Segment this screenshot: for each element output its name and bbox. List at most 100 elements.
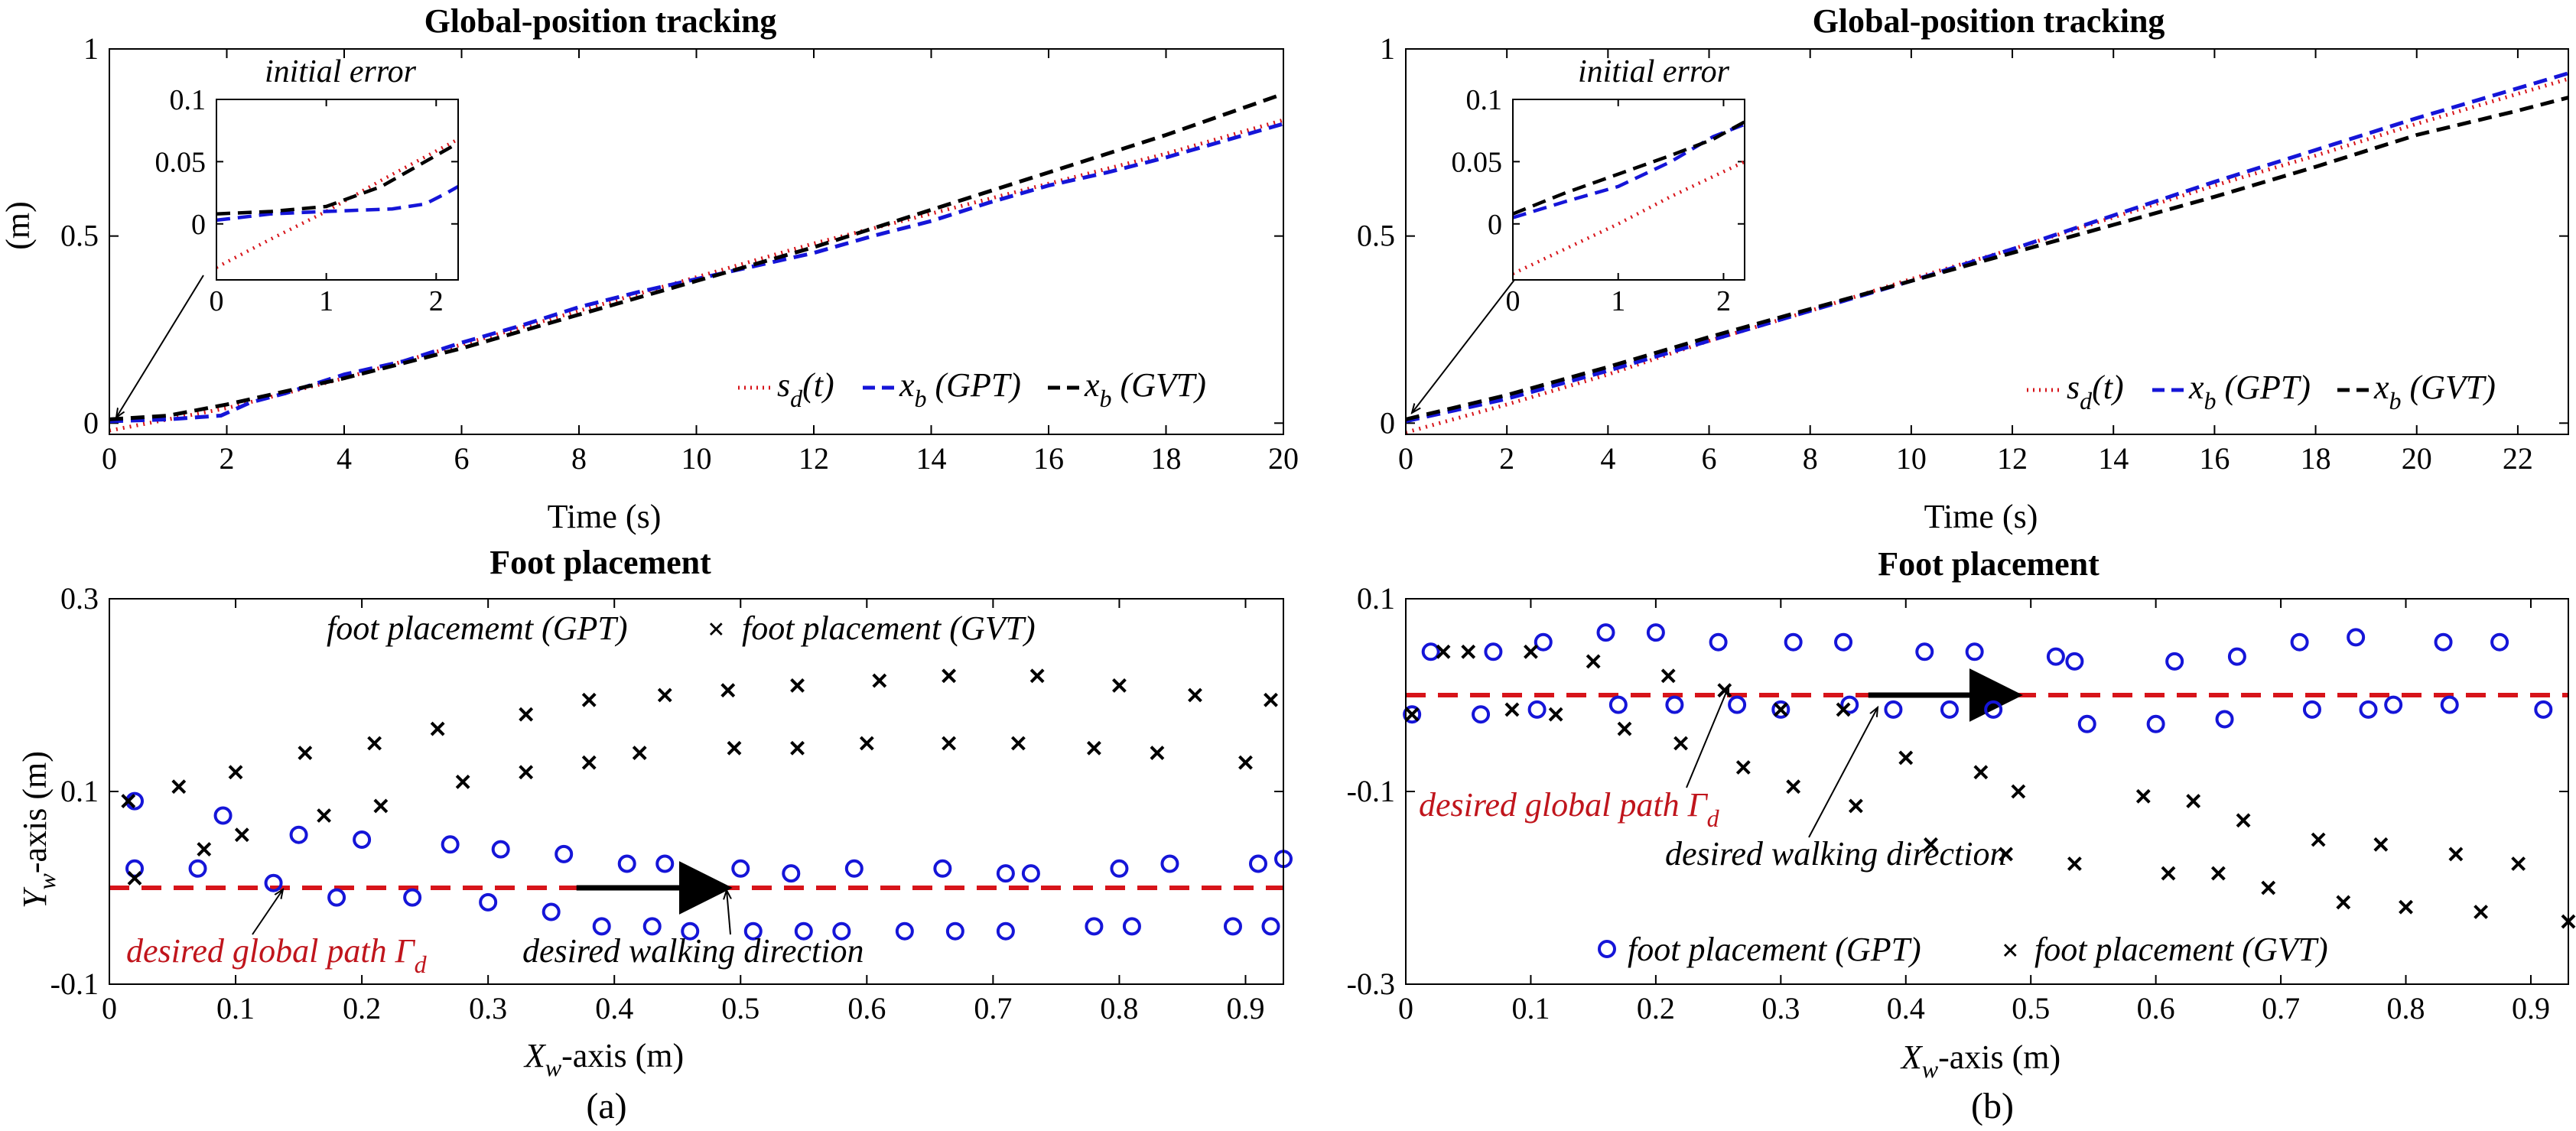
A_bot_plot-gvt-point	[317, 808, 332, 823]
B_inset-plot-area	[1513, 99, 1745, 280]
B_bot_plot-gpt-point	[1646, 623, 1665, 642]
A_bot_plot-xtick-label: 0.6	[847, 991, 886, 1025]
B_bot_plot-ytick-label: -0.1	[1347, 774, 1395, 808]
B_bot_plot-gvt-point	[2011, 784, 2026, 799]
A_bot_plot-gpt-point	[542, 902, 561, 921]
B_top_plot-xtick-label: 4	[1600, 441, 1615, 476]
B_bot_plot-gpt-point	[1709, 632, 1728, 652]
panel-b-top-title: Global-position tracking	[1813, 2, 2165, 40]
B_bot_plot-gpt-point	[1728, 695, 1747, 714]
B_bot_plot-gpt-point	[2077, 714, 2096, 733]
A_inset-series-gvt	[216, 141, 460, 216]
A_bot_plot-gpt-point	[996, 864, 1015, 883]
A_inset-plot-area	[216, 99, 458, 280]
A_top_plot-xtick-label: 6	[454, 441, 470, 476]
A_bot_plot-xtick-label: 0.4	[595, 991, 633, 1025]
A_bot_plot-gpt-point	[1223, 917, 1242, 936]
A_bot_plot-gpt-point	[1160, 854, 1179, 873]
B_top_plot-xtick-label: 12	[1997, 441, 2028, 476]
A_bot_plot-xtick-label: 0.3	[469, 991, 507, 1025]
A_bot_plot-gpt-point	[479, 892, 498, 912]
B_bot_plot-gvt-point	[1548, 707, 1563, 722]
B_bot_plot-gpt-point	[2046, 647, 2065, 666]
B_bot_plot-gpt-point	[1527, 700, 1547, 719]
panel-b-inset-pointer	[1412, 279, 1515, 413]
A_bot_plot-xtick-label: 0	[102, 991, 117, 1025]
B_top_plot-xtick-label: 20	[2402, 441, 2432, 476]
A_bot_plot-gpt-point	[213, 806, 233, 825]
A_bot_plot-xtick-label: 0.9	[1226, 991, 1264, 1025]
B_bot_plot-gpt-point	[2165, 652, 2184, 671]
A_top_plot-ytick-label: 1	[83, 31, 99, 66]
A_bot_plot-gvt-point	[872, 673, 887, 688]
B_bot_plot-xtick-label: 0.4	[1887, 991, 1925, 1025]
A_top_plot-frame	[109, 48, 1284, 435]
A_bot_plot-gvt-point	[519, 765, 534, 780]
A_bot_plot-gpt-point	[1261, 917, 1280, 936]
B_bot_plot-gvt-point	[1524, 644, 1538, 659]
B_inset-ytick-label: 0.1	[1466, 84, 1503, 116]
B_bot_plot-gvt-point	[2399, 899, 2413, 915]
A_bot_plot-gpt-point	[1122, 917, 1141, 936]
A_top_plot-ytick-label: 0	[83, 405, 99, 440]
B_top_plot-xtick-label: 10	[1896, 441, 1927, 476]
A_bot_plot-gvt-point	[727, 740, 742, 756]
B_bot_plot-gpt-point	[2146, 714, 2165, 733]
panel-a-top-title: Global-position tracking	[424, 2, 777, 40]
legend-gpt-label: xb (GPT)	[2188, 369, 2311, 414]
B_bot_plot-gvt-point	[1404, 707, 1420, 722]
B_top_plot-xtick-label: 16	[2199, 441, 2230, 476]
B_bot_plot-gvt-point	[1898, 750, 1914, 765]
A_bot_plot-gpt-point	[1021, 864, 1040, 883]
A_bot_plot-gvt-point	[657, 687, 672, 703]
A_bot_plot-gpt-point	[642, 917, 662, 936]
panel-a-bottom-legend-gpt: foot placememt (GPT)	[327, 609, 627, 647]
A_inset-xtick-label: 1	[319, 285, 333, 317]
B_bot_plot-gvt-point	[1617, 721, 1632, 736]
panel-a-top: Global-position tracking 0 2 4 6 8 10 12 14 16 18…	[0, 2, 1299, 535]
B_bot_plot-gpt-point	[2065, 652, 2084, 671]
B_bot_plot-xtick-label: 0	[1398, 991, 1413, 1025]
A_bot_plot-gvt-point	[430, 721, 445, 736]
B_bot_plot-gpt-point	[1534, 632, 1553, 652]
A_bot_plot-gvt-point	[519, 707, 534, 722]
B_bot_plot-xtick-label: 0.2	[1637, 991, 1675, 1025]
B_bot_plot-xtick-label: 0.8	[2387, 991, 2425, 1025]
B_bot_plot-gpt-point	[2215, 710, 2234, 729]
B_bot_plot-gvt-point	[2067, 856, 2082, 871]
A_bot_plot-gvt-point	[1029, 668, 1045, 684]
B_top_plot-frame	[1405, 48, 2569, 435]
panel-a-direction-pointer	[727, 890, 730, 935]
B_bot_plot-gvt-point	[2474, 905, 2489, 919]
B_bot_plot-frame	[1405, 598, 2569, 985]
A_bot_plot-gvt-point	[581, 755, 597, 770]
A_bot_plot-gpt-point	[743, 921, 763, 941]
A_top_plot-xtick-label: 2	[220, 441, 235, 476]
B_bot_plot-ytick-label: -0.3	[1347, 967, 1395, 1001]
A_bot_plot-ytick-label: 0.1	[60, 774, 99, 808]
B_inset-ytick-label: 0	[1488, 209, 1502, 241]
panel-a-bottom: Foot placement 0 0.1 0.2 0.3 0.4 0.5 0.6 0.7 0.8…	[16, 544, 1293, 1081]
A_bot_plot-gvt-point	[632, 746, 647, 761]
B_top_plot-xtick-label: 2	[1499, 441, 1514, 476]
A_top_plot-xtick-label: 12	[798, 441, 829, 476]
B_bot_plot-gpt-point	[1484, 642, 1503, 661]
A_bot_plot-gpt-point	[933, 859, 952, 878]
B_top_plot-xtick-label: 8	[1803, 441, 1818, 476]
B_bot_plot-gpt-point	[1596, 623, 1615, 642]
A_top_plot-xtick-label: 14	[916, 441, 947, 476]
B_bot_plot-gpt-point	[1834, 632, 1853, 652]
A_bot_plot-gpt-point	[188, 859, 207, 878]
legend-cross-icon: ×	[707, 612, 725, 646]
panel-a-bottom-xlabel: Xw-axis (m)	[523, 1037, 684, 1081]
A_bot_plot-gvt-point	[298, 746, 313, 761]
A_bot_plot-xtick-label: 0.7	[974, 991, 1012, 1025]
A_bot_plot-ytick-label: -0.1	[50, 967, 99, 1001]
A_inset-ytick-label: 0	[191, 209, 206, 241]
legend-gpt-label: xb (GPT)	[899, 366, 1021, 412]
B_bot_plot-gpt-point	[2359, 700, 2378, 719]
A_bot_plot-gvt-point	[234, 827, 249, 843]
A_bot_plot-gvt-point	[790, 740, 805, 756]
B_bot_plot-gvt-point	[2336, 895, 2351, 910]
B_top_plot-ytick-label: 0.5	[1357, 219, 1395, 253]
